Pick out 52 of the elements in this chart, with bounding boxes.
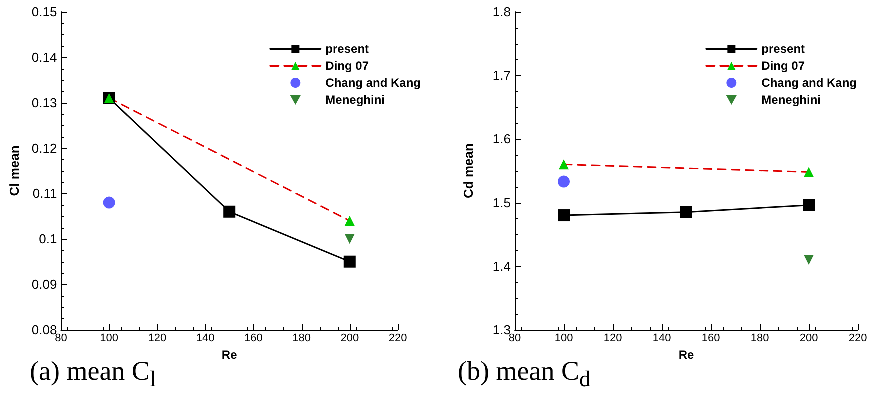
y-tick-label: 1.6 [492, 132, 511, 147]
x-tick-label: 100 [100, 332, 118, 344]
x-tick-label: 120 [604, 332, 622, 344]
y-tick-label: 1.4 [492, 258, 511, 274]
point [558, 210, 570, 222]
y-tick-label: 0.1 [39, 232, 58, 247]
x-tick-label: 160 [244, 332, 263, 344]
y-axis-title: Cd mean [461, 143, 476, 198]
y-tick-label: 0.09 [32, 277, 58, 292]
x-tick-label: 140 [196, 332, 215, 344]
point [344, 256, 356, 268]
y-tick-label: 0.14 [32, 50, 58, 65]
point [344, 234, 355, 244]
point [103, 196, 116, 209]
y-tick-label: 1.5 [492, 195, 511, 210]
x-tick-label: 180 [750, 332, 770, 344]
x-axis-title: Re [678, 348, 694, 362]
x-tick-label: 120 [148, 332, 167, 344]
legend-label: Chang and Kang [326, 76, 422, 90]
x-tick-label: 200 [340, 332, 360, 344]
x-tick-label: 180 [292, 332, 311, 344]
point [558, 176, 570, 188]
y-axis-title: Cl mean [7, 146, 22, 196]
y-tick-label: 1.7 [492, 68, 511, 84]
x-tick-label: 80 [55, 332, 68, 344]
legend-label: Ding 07 [326, 59, 370, 73]
y-tick-label: 0.12 [32, 140, 58, 156]
legend-label: Meneghini [762, 93, 822, 107]
y-tick-label: 0.11 [32, 186, 58, 202]
y-tick-label: 0.13 [32, 95, 58, 110]
legend-label: Meneghini [326, 93, 386, 107]
x-tick-label: 200 [800, 332, 818, 344]
legend-label: Ding 07 [762, 59, 806, 73]
x-tick-label: 220 [848, 332, 868, 344]
text: (b) mean C$_{d}$ [458, 356, 591, 392]
x-axis-title: Re [222, 348, 238, 362]
point [224, 206, 236, 218]
x-tick-label: 100 [554, 332, 574, 344]
point [680, 206, 692, 218]
legend-label: Chang and Kang [762, 76, 858, 90]
legend-label: present [762, 42, 806, 56]
x-tick-label: 160 [702, 332, 720, 344]
point [804, 255, 814, 266]
x-tick-label: 80 [508, 332, 522, 344]
x-tick-label: 140 [652, 332, 672, 344]
x-tick-label: 220 [388, 332, 408, 344]
legend-label: present [326, 42, 370, 56]
y-tick-label: 1.3 [492, 322, 511, 338]
y-tick-label: 1.8 [492, 4, 511, 20]
text: (a) mean C$_{l}$ [30, 356, 156, 392]
y-tick-label: 0.15 [32, 4, 58, 20]
point [803, 199, 815, 212]
